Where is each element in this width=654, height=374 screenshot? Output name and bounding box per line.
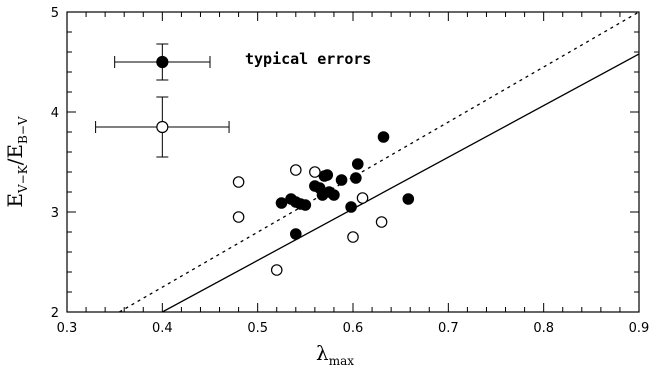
y-axis-title: EV−K/EB−V xyxy=(3,116,30,208)
error-bar-open-circle xyxy=(95,96,230,158)
filled-data-point xyxy=(321,169,334,181)
axis-ticks xyxy=(66,11,640,313)
x-tick-label: 0.7 xyxy=(438,321,459,336)
filled-data-point xyxy=(275,197,288,209)
y-axis-title-sub1: V−K xyxy=(16,164,30,194)
x-axis-title: λmax xyxy=(316,341,354,368)
filled-data-point xyxy=(289,228,302,240)
x-tick-label: 0.3 xyxy=(57,321,78,336)
dashed-relation-line xyxy=(119,12,639,312)
open-data-point xyxy=(270,264,283,276)
open-data-point xyxy=(375,216,388,228)
x-tick-label: 0.8 xyxy=(533,321,554,336)
y-axis-title-slash: / xyxy=(3,158,27,165)
open-data-point xyxy=(309,166,321,178)
x-tick-label: 0.6 xyxy=(343,321,364,336)
x-axis-title-sub: max xyxy=(329,354,355,368)
y-axis-title-sub2: B−V xyxy=(16,116,30,144)
data-points xyxy=(232,131,415,276)
filled-data-point xyxy=(335,174,348,186)
open-data-point xyxy=(232,211,245,223)
x-axis-title-main: λ xyxy=(316,341,329,365)
y-tick-label: 4 xyxy=(51,106,59,121)
error-bars xyxy=(95,43,230,158)
filled-data-point xyxy=(350,172,362,184)
x-tick-label: 0.4 xyxy=(152,321,173,336)
open-data-point xyxy=(356,192,369,204)
y-axis-title-main2: E xyxy=(3,144,27,159)
open-data-point xyxy=(232,176,245,188)
open-data-point xyxy=(347,231,359,243)
filled-data-point xyxy=(351,158,364,170)
typical-errors-annotation: typical errors xyxy=(245,50,371,68)
y-tick-label: 5 xyxy=(51,6,59,21)
y-tick-label: 3 xyxy=(51,206,59,221)
error-bar-filled-point xyxy=(156,55,169,69)
open-data-point xyxy=(289,164,302,176)
error-bar-filled-circle xyxy=(114,43,211,81)
filled-data-point xyxy=(299,199,312,211)
filled-data-point xyxy=(377,131,390,143)
model-lines xyxy=(119,12,639,312)
axis-tick-labels: 0.3 0.4 0.5 0.6 0.7 0.8 0.9 2 3 4 5 xyxy=(51,6,650,336)
filled-data-point xyxy=(402,193,415,205)
x-tick-label: 0.9 xyxy=(629,321,650,336)
error-bar-open-point xyxy=(156,120,169,134)
y-tick-label: 2 xyxy=(51,306,59,321)
filled-data-point xyxy=(345,201,357,213)
x-tick-label: 0.5 xyxy=(247,321,268,336)
solid-relation-line xyxy=(162,53,639,312)
y-axis-title-main1: E xyxy=(3,193,27,208)
filled-data-point xyxy=(328,189,340,201)
